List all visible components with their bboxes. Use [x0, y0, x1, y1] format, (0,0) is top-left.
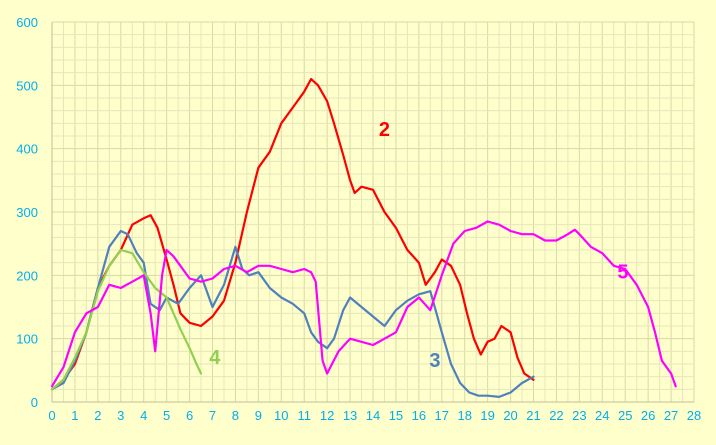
x-tick-label: 16	[412, 408, 426, 423]
x-tick-label: 11	[297, 408, 311, 423]
series-lines	[50, 77, 677, 398]
x-tick-label: 6	[186, 408, 193, 423]
y-tick-label: 400	[16, 142, 38, 157]
x-tick-label: 26	[641, 408, 655, 423]
series-label-3: 3	[429, 350, 440, 372]
series-line-3	[50, 229, 535, 398]
series-labels: 2 3 4 5	[209, 119, 628, 372]
x-tick-label: 18	[457, 408, 471, 423]
x-tick-label: 1	[71, 408, 78, 423]
x-tick-label: 5	[163, 408, 170, 423]
tick-labels: 0 1 2 3 4 5 6 7 8 9 10 11 12 13 14 15 16 17 18 19 20 21 22 23 24…	[16, 15, 701, 423]
series-line-2	[50, 77, 535, 391]
x-tick-label: 17	[435, 408, 449, 423]
x-tick-label: 7	[209, 408, 216, 423]
x-tick-label: 10	[274, 408, 288, 423]
series-line-5	[50, 220, 677, 388]
x-tick-label: 3	[117, 408, 124, 423]
series-label-4: 4	[209, 347, 221, 369]
x-tick-label: 23	[572, 408, 586, 423]
x-tick-label: 12	[320, 408, 334, 423]
y-tick-label: 200	[16, 268, 38, 283]
x-tick-label: 25	[618, 408, 632, 423]
x-tick-label: 14	[366, 408, 380, 423]
x-tick-label: 21	[526, 408, 540, 423]
x-tick-label: 27	[664, 408, 678, 423]
x-tick-label: 22	[549, 408, 563, 423]
x-tick-label: 0	[48, 408, 55, 423]
y-tick-label: 300	[16, 205, 38, 220]
x-tick-label: 2	[94, 408, 101, 423]
x-tick-label: 19	[480, 408, 494, 423]
x-tick-label: 4	[140, 408, 147, 423]
series-line-4	[50, 248, 203, 391]
y-tick-label: 100	[16, 332, 38, 347]
x-tick-label: 15	[389, 408, 403, 423]
gridlines	[51, 21, 695, 403]
series-label-5: 5	[617, 262, 628, 284]
series-label-2: 2	[379, 119, 390, 141]
x-tick-label: 8	[232, 408, 239, 423]
y-tick-label: 0	[31, 395, 38, 410]
y-tick-label: 600	[16, 15, 38, 30]
x-tick-label: 24	[595, 408, 609, 423]
y-tick-label: 500	[16, 78, 38, 93]
x-tick-label: 28	[687, 408, 701, 423]
x-tick-label: 20	[503, 408, 517, 423]
x-tick-label: 13	[343, 408, 357, 423]
axes	[51, 22, 694, 403]
x-tick-label: 9	[255, 408, 262, 423]
